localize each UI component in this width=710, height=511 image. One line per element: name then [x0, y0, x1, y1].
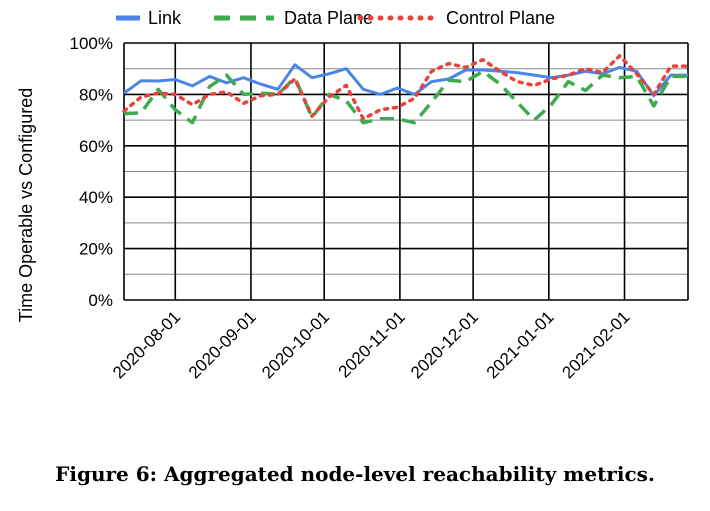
legend-label-control-plane: Control Plane: [446, 8, 555, 28]
chart: 0%20%40%60%80%100% 2020-08-01 2020-09-012…: [16, 8, 690, 382]
x-tick-label: 2021-02-01: [558, 307, 633, 382]
y-tick-label: 40%: [79, 188, 113, 207]
series-line-control-plane: [122, 54, 690, 121]
gridlines: [123, 42, 689, 301]
y-tick-label: 100%: [70, 34, 113, 53]
legend-label-data-plane: Data Plane: [284, 8, 373, 28]
y-axis-label: Time Operable vs Configured: [16, 88, 36, 322]
y-tick-label: 60%: [79, 137, 113, 156]
series-lines: [122, 54, 690, 125]
legend: Link Data Plane Control Plane: [116, 8, 555, 28]
x-tick-label: 2020-10-01: [258, 307, 333, 382]
x-tick-label: 2021-01-01: [483, 307, 558, 382]
y-tick-label: 20%: [79, 240, 113, 259]
y-tick-label: 0%: [88, 291, 113, 310]
series-line-data-plane: [123, 69, 688, 125]
x-tick-label: 2020-12-01: [407, 307, 482, 382]
legend-label-link: Link: [148, 8, 182, 28]
figure-caption: Figure 6: Aggregated node-level reachabi…: [55, 462, 655, 486]
x-tick-label: 2020-11-01: [335, 307, 409, 381]
y-tick-label: 80%: [79, 85, 113, 104]
x-tick-label: 2020-09-01: [185, 307, 260, 382]
y-tick-labels: 0% 20% 40% 60% 80% 100%: [70, 34, 113, 310]
x-tick-label: 2020-08-01: [109, 307, 184, 382]
